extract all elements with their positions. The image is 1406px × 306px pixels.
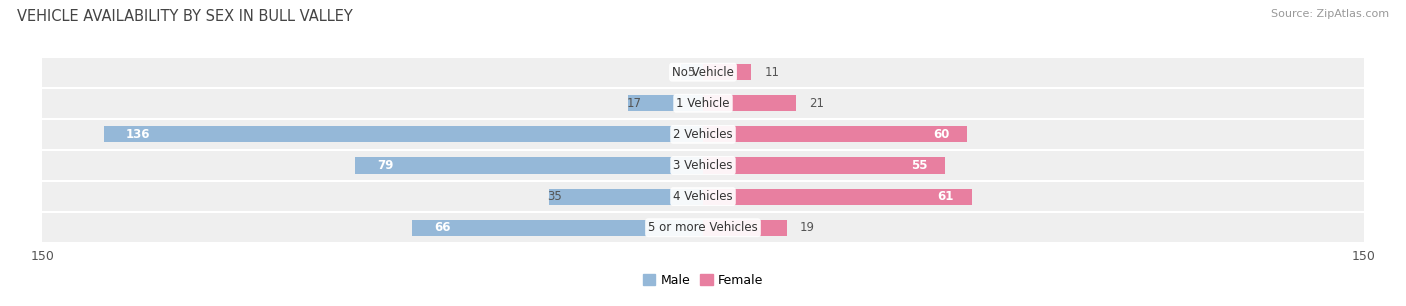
Text: 2 Vehicles: 2 Vehicles xyxy=(673,128,733,141)
Bar xyxy=(548,188,703,205)
Bar xyxy=(703,95,796,111)
Text: 5: 5 xyxy=(686,66,695,79)
Text: 60: 60 xyxy=(934,128,949,141)
Text: 66: 66 xyxy=(434,221,451,234)
Text: VEHICLE AVAILABILITY BY SEX IN BULL VALLEY: VEHICLE AVAILABILITY BY SEX IN BULL VALL… xyxy=(17,9,353,24)
Bar xyxy=(104,126,703,143)
Text: 17: 17 xyxy=(626,97,641,110)
Text: 21: 21 xyxy=(808,97,824,110)
Bar xyxy=(703,126,967,143)
Bar xyxy=(42,181,1364,212)
Bar xyxy=(703,220,787,236)
Bar xyxy=(42,57,1364,88)
Text: 4 Vehicles: 4 Vehicles xyxy=(673,190,733,203)
Text: 136: 136 xyxy=(127,128,150,141)
Text: 3 Vehicles: 3 Vehicles xyxy=(673,159,733,172)
Text: 61: 61 xyxy=(938,190,955,203)
Bar xyxy=(628,95,703,111)
Bar xyxy=(412,220,703,236)
Bar xyxy=(703,188,972,205)
Text: 11: 11 xyxy=(765,66,780,79)
Bar xyxy=(354,157,703,174)
Legend: Male, Female: Male, Female xyxy=(638,269,768,292)
Text: 1 Vehicle: 1 Vehicle xyxy=(676,97,730,110)
Bar xyxy=(42,212,1364,243)
Text: 35: 35 xyxy=(547,190,562,203)
Bar xyxy=(42,88,1364,119)
Bar xyxy=(42,150,1364,181)
Bar xyxy=(681,64,703,80)
Text: 55: 55 xyxy=(911,159,928,172)
Text: 5 or more Vehicles: 5 or more Vehicles xyxy=(648,221,758,234)
Text: No Vehicle: No Vehicle xyxy=(672,66,734,79)
Text: Source: ZipAtlas.com: Source: ZipAtlas.com xyxy=(1271,9,1389,19)
Text: 79: 79 xyxy=(377,159,394,172)
Text: 19: 19 xyxy=(800,221,815,234)
Bar xyxy=(42,119,1364,150)
Bar xyxy=(703,64,751,80)
Bar xyxy=(703,157,945,174)
